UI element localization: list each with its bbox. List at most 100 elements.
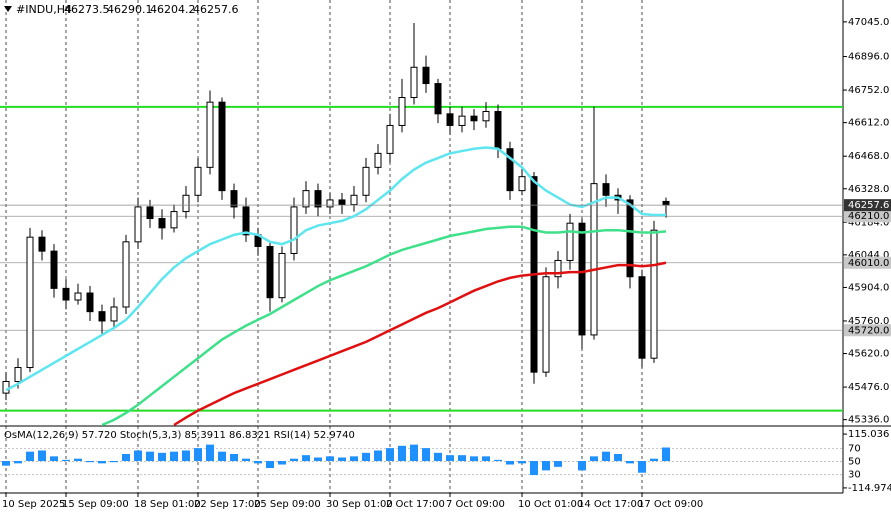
x-tick-label: 22 Sep 17:00 bbox=[194, 499, 261, 510]
current-price-label: 46257.6 bbox=[848, 200, 889, 211]
header-low: 46204.2 bbox=[150, 3, 196, 16]
candle-body bbox=[434, 83, 442, 115]
candle-body bbox=[662, 200, 670, 206]
y2-tick-label: 50 bbox=[848, 457, 861, 468]
osma-bar bbox=[278, 461, 286, 465]
osma-bar bbox=[398, 445, 406, 462]
candle-body bbox=[266, 245, 274, 299]
price-label: 46210.0 bbox=[848, 211, 889, 222]
osma-bar bbox=[134, 450, 142, 462]
candle-body bbox=[38, 236, 46, 252]
candle-body bbox=[422, 66, 430, 85]
candle-body bbox=[386, 124, 394, 154]
osma-bar bbox=[314, 457, 322, 462]
candle-body bbox=[626, 199, 634, 278]
osma-bar bbox=[638, 461, 646, 473]
candle-body bbox=[242, 206, 250, 236]
candle-body bbox=[578, 222, 586, 336]
x-tick-label: 15 Sep 09:00 bbox=[62, 499, 129, 510]
osma-bar bbox=[506, 461, 514, 465]
price-label-box bbox=[844, 256, 891, 269]
osma-bar bbox=[434, 452, 442, 462]
y-tick-label: 45760.0 bbox=[848, 316, 889, 327]
y-tick-label: 45336.0 bbox=[848, 415, 889, 426]
y-tick-label: -114.974 bbox=[848, 483, 891, 494]
moving-average bbox=[101, 225, 667, 427]
candle-body bbox=[62, 287, 70, 301]
candle-body bbox=[338, 199, 346, 206]
candle-body bbox=[326, 199, 334, 208]
y-tick-label: 45476.0 bbox=[848, 382, 889, 393]
current-price-box bbox=[844, 199, 891, 212]
osma-bar bbox=[326, 456, 334, 462]
y-tick-label: 46896.0 bbox=[848, 52, 889, 63]
candle-body bbox=[374, 152, 382, 168]
moving-average bbox=[5, 146, 666, 392]
candle-body bbox=[638, 276, 646, 359]
candle-body bbox=[14, 367, 22, 382]
candle-body bbox=[182, 194, 190, 213]
candle-body bbox=[194, 166, 202, 196]
y-tick-label: 46184.0 bbox=[848, 217, 889, 228]
osma-bar bbox=[206, 444, 214, 462]
osma-bar bbox=[350, 456, 358, 462]
menu-arrow[interactable] bbox=[4, 6, 12, 12]
candle-body bbox=[170, 211, 178, 229]
osma-bar bbox=[14, 461, 22, 464]
candle-body bbox=[122, 241, 130, 308]
osma-bar bbox=[254, 461, 262, 464]
candle-body bbox=[302, 190, 310, 208]
x-tick-label: 10 Sep 2025 bbox=[2, 499, 65, 510]
price-label-box bbox=[844, 324, 891, 337]
candle-body bbox=[542, 276, 550, 373]
x-tick-label: 7 Oct 09:00 bbox=[446, 499, 505, 510]
y-tick-label: 46752.0 bbox=[848, 85, 889, 96]
candle-body bbox=[86, 292, 94, 313]
header-high: 46290.1 bbox=[107, 3, 153, 16]
osma-bar bbox=[170, 451, 178, 462]
y-tick-label: 46468.0 bbox=[848, 151, 889, 162]
candle-body bbox=[98, 311, 106, 322]
candle-body bbox=[482, 110, 490, 122]
osma-bar bbox=[74, 458, 82, 462]
header-close: 46257.6 bbox=[193, 3, 239, 16]
y-tick-label: 46044.0 bbox=[848, 250, 889, 261]
osma-bar bbox=[662, 447, 670, 462]
candle-body bbox=[158, 218, 166, 229]
osma-bar bbox=[518, 461, 526, 464]
symbol: #INDU,H4 bbox=[16, 3, 72, 16]
osma-bar bbox=[554, 461, 562, 467]
osma-bar bbox=[38, 450, 46, 462]
candle-body bbox=[554, 259, 562, 278]
y-tick-label: 47045.0 bbox=[848, 17, 889, 28]
osma-bar bbox=[242, 458, 250, 462]
y-tick-label: 115.036 bbox=[848, 429, 889, 440]
x-tick-label: 18 Sep 01:00 bbox=[134, 499, 201, 510]
x-tick-label: 25 Sep 09:00 bbox=[254, 499, 321, 510]
osma-bar bbox=[530, 461, 538, 476]
osma-bar bbox=[410, 444, 418, 462]
osma-bar bbox=[290, 458, 298, 462]
candle-body bbox=[218, 101, 226, 192]
candle-body bbox=[506, 148, 514, 192]
osma-bar bbox=[158, 452, 166, 462]
y2-tick-label: 70 bbox=[848, 443, 861, 454]
osma-bar bbox=[194, 448, 202, 462]
y-tick-label: 45620.0 bbox=[848, 349, 889, 360]
osma-bar bbox=[26, 451, 34, 462]
osma-bar bbox=[578, 461, 586, 471]
candle-body bbox=[410, 66, 418, 99]
candle-body bbox=[566, 222, 574, 261]
y-tick-label: 46612.0 bbox=[848, 118, 889, 129]
osma-bar bbox=[542, 461, 550, 471]
osma-bar bbox=[218, 451, 226, 462]
candle-body bbox=[206, 101, 214, 168]
osma-bar bbox=[386, 448, 394, 462]
moving-average bbox=[173, 261, 667, 427]
osma-bar bbox=[50, 456, 58, 462]
osma-bar bbox=[470, 456, 478, 462]
osma-bar bbox=[98, 461, 106, 464]
candle-body bbox=[314, 190, 322, 208]
osma-bar bbox=[458, 455, 466, 462]
